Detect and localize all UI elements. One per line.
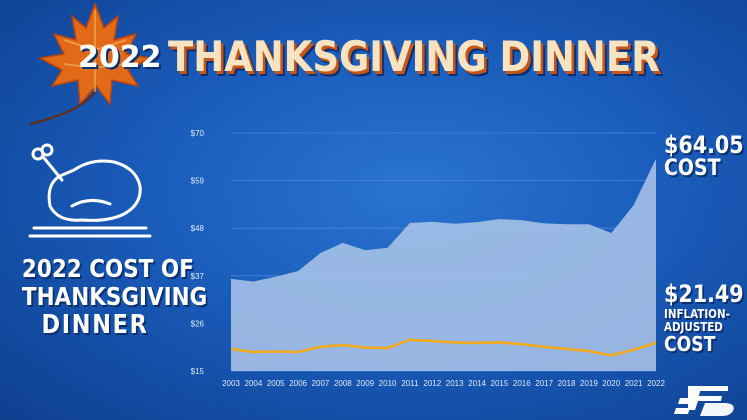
x-tick-label: 2020: [602, 379, 620, 388]
x-tick-label: 2013: [446, 379, 464, 388]
x-tick-label: 2008: [334, 379, 352, 388]
adjusted-label-line-3: COST: [664, 332, 716, 356]
x-tick-label: 2021: [625, 379, 643, 388]
x-tick-label: 2016: [513, 379, 531, 388]
x-tick-label: 2009: [356, 379, 374, 388]
adjusted-label-line-2: ADJUSTED: [664, 320, 723, 334]
x-tick-label: 2012: [423, 379, 441, 388]
cost-area-series: [231, 158, 656, 371]
maple-leaf-icon: [29, 1, 153, 125]
caption-line-1: 2022 COST OF: [21, 254, 194, 283]
cost-value-callout: $64.05: [664, 131, 744, 159]
farm-bureau-logo-icon: [674, 386, 734, 416]
x-tick-label: 2017: [535, 379, 553, 388]
x-tick-label: 2011: [401, 379, 419, 388]
cost-label-callout: COST: [664, 156, 721, 181]
y-tick-label: $48: [191, 224, 205, 233]
x-tick-label: 2004: [244, 379, 262, 388]
x-tick-label: 2006: [289, 379, 307, 388]
page-title: THANKSGIVING DINNER: [168, 32, 660, 81]
caption-line-2: THANKSGIVING: [21, 282, 208, 311]
adjusted-label-line-1: INFLATION-: [664, 307, 730, 321]
roast-turkey-icon: [28, 143, 152, 238]
x-tick-label: 2005: [267, 379, 285, 388]
caption-line-3: DINNER: [41, 310, 149, 340]
y-tick-label: $26: [191, 319, 205, 328]
x-tick-label: 2014: [468, 379, 486, 388]
cost-chart: $15 $26 $37 $48 $59 $70 2003 2004 2005 2006 2007 2…: [191, 129, 666, 388]
y-tick-label: $59: [191, 177, 205, 186]
adjusted-value-callout: $21.49: [664, 280, 744, 308]
x-tick-label: 2015: [491, 379, 509, 388]
y-tick-label: $37: [191, 272, 205, 281]
x-tick-label: 2022: [647, 379, 665, 388]
title-year: 2022: [78, 40, 162, 75]
y-tick-label: $70: [191, 129, 205, 138]
x-tick-label: 2007: [312, 379, 330, 388]
x-tick-label: 2019: [580, 379, 598, 388]
x-tick-label: 2010: [379, 379, 397, 388]
y-tick-label: $15: [191, 367, 205, 376]
x-tick-label: 2003: [222, 379, 240, 388]
x-tick-label: 2018: [558, 379, 576, 388]
inflation-adjusted-line-series: [230, 338, 657, 357]
